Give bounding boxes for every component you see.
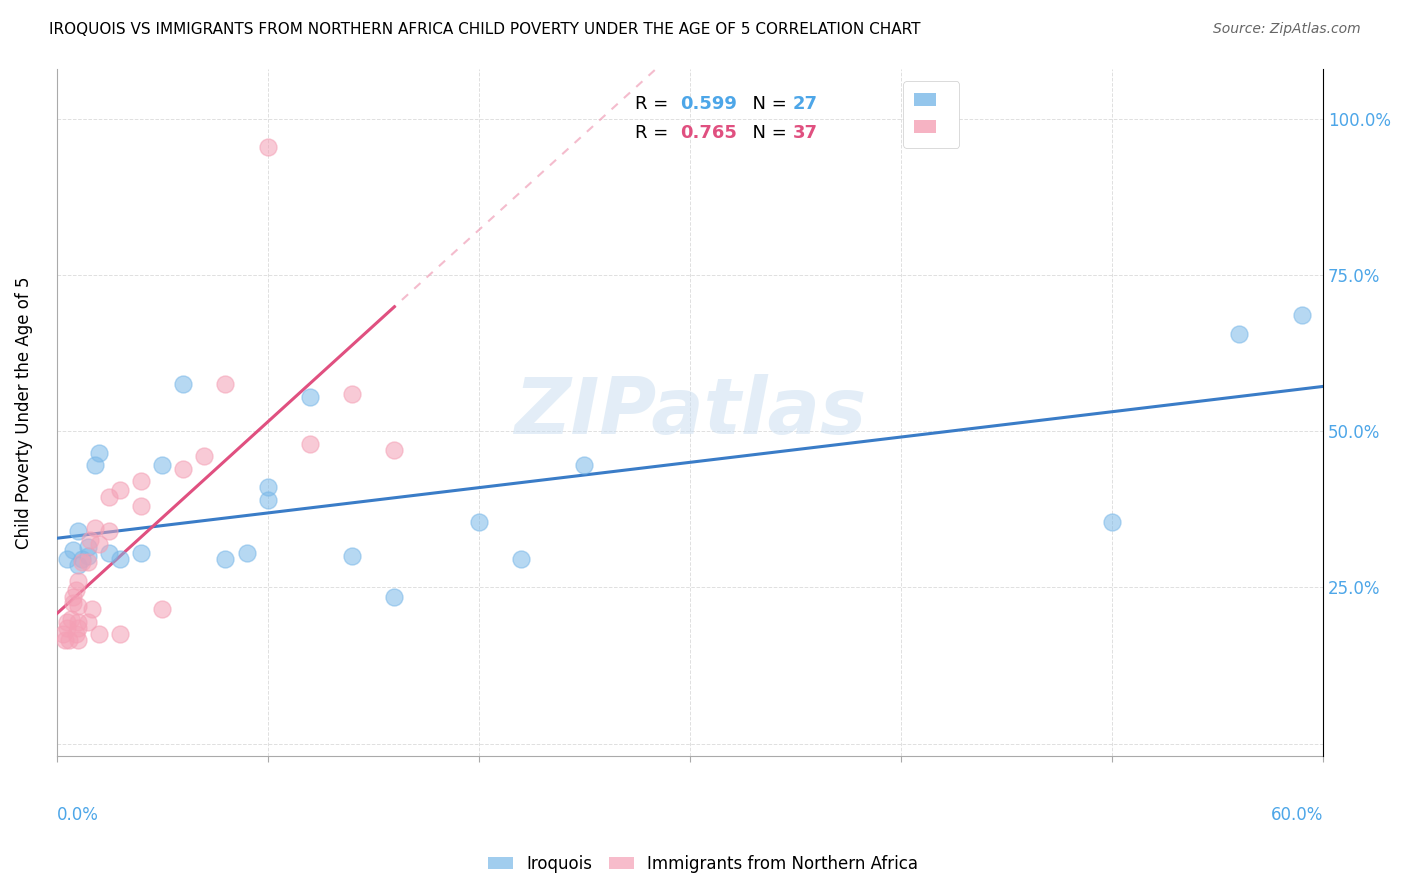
Point <box>66 615 89 629</box>
Legend: Iroquois, Immigrants from Northern Africa: Iroquois, Immigrants from Northern Afric… <box>481 848 925 880</box>
Point <box>256 492 278 507</box>
Text: R =: R = <box>636 123 675 142</box>
Text: R =: R = <box>636 95 675 112</box>
Point <box>77 540 100 554</box>
Point <box>382 590 405 604</box>
Point <box>235 546 257 560</box>
Point <box>98 524 121 538</box>
Point <box>298 390 321 404</box>
Point <box>82 602 104 616</box>
Point <box>468 515 491 529</box>
Point <box>256 480 278 494</box>
Point <box>1101 515 1123 529</box>
Point <box>382 442 405 457</box>
Point <box>62 542 84 557</box>
Point <box>87 536 110 550</box>
Point <box>77 555 100 569</box>
Point <box>510 552 533 566</box>
Point <box>98 546 121 560</box>
Point <box>214 552 236 566</box>
Point <box>52 627 75 641</box>
Point <box>172 377 194 392</box>
Point <box>56 552 79 566</box>
Text: N =: N = <box>741 123 792 142</box>
Point <box>108 627 131 641</box>
Text: 37: 37 <box>793 123 817 142</box>
Point <box>98 490 121 504</box>
Point <box>83 521 105 535</box>
Point <box>62 596 84 610</box>
Point <box>1227 327 1250 342</box>
Point <box>66 633 89 648</box>
Text: N =: N = <box>741 95 792 112</box>
Y-axis label: Child Poverty Under the Age of 5: Child Poverty Under the Age of 5 <box>15 276 32 549</box>
Point <box>574 458 596 473</box>
Point <box>108 552 131 566</box>
Point <box>66 558 89 573</box>
Text: 0.0%: 0.0% <box>56 805 98 823</box>
Point <box>56 615 79 629</box>
Point <box>66 574 89 588</box>
Point <box>66 621 89 635</box>
Point <box>77 549 100 563</box>
Text: 60.0%: 60.0% <box>1271 805 1323 823</box>
Point <box>60 611 83 625</box>
Point <box>77 615 100 629</box>
Point <box>62 590 84 604</box>
Point <box>129 499 152 513</box>
Text: 0.765: 0.765 <box>679 123 737 142</box>
Point <box>53 633 76 648</box>
Point <box>70 555 93 569</box>
Point <box>172 461 194 475</box>
Point <box>66 599 89 613</box>
Point <box>108 483 131 498</box>
Text: 27: 27 <box>793 95 817 112</box>
Text: IROQUOIS VS IMMIGRANTS FROM NORTHERN AFRICA CHILD POVERTY UNDER THE AGE OF 5 COR: IROQUOIS VS IMMIGRANTS FROM NORTHERN AFR… <box>49 22 921 37</box>
Text: ZIPatlas: ZIPatlas <box>513 375 866 450</box>
Point <box>256 139 278 153</box>
Text: 0.599: 0.599 <box>679 95 737 112</box>
Point <box>79 533 101 548</box>
Point <box>58 633 80 648</box>
Point <box>340 549 363 563</box>
Point <box>193 449 215 463</box>
Point <box>129 546 152 560</box>
Point <box>83 458 105 473</box>
Point <box>65 627 87 641</box>
Point <box>65 583 87 598</box>
Point <box>298 436 321 450</box>
Point <box>150 458 173 473</box>
Point <box>87 627 110 641</box>
Legend:  ,  : , <box>903 81 959 148</box>
Point <box>129 474 152 488</box>
Point <box>70 552 93 566</box>
Point <box>340 386 363 401</box>
Point <box>1291 309 1313 323</box>
Point <box>56 621 79 635</box>
Text: Source: ZipAtlas.com: Source: ZipAtlas.com <box>1213 22 1361 37</box>
Point <box>87 446 110 460</box>
Point <box>150 602 173 616</box>
Point <box>214 377 236 392</box>
Point <box>66 524 89 538</box>
